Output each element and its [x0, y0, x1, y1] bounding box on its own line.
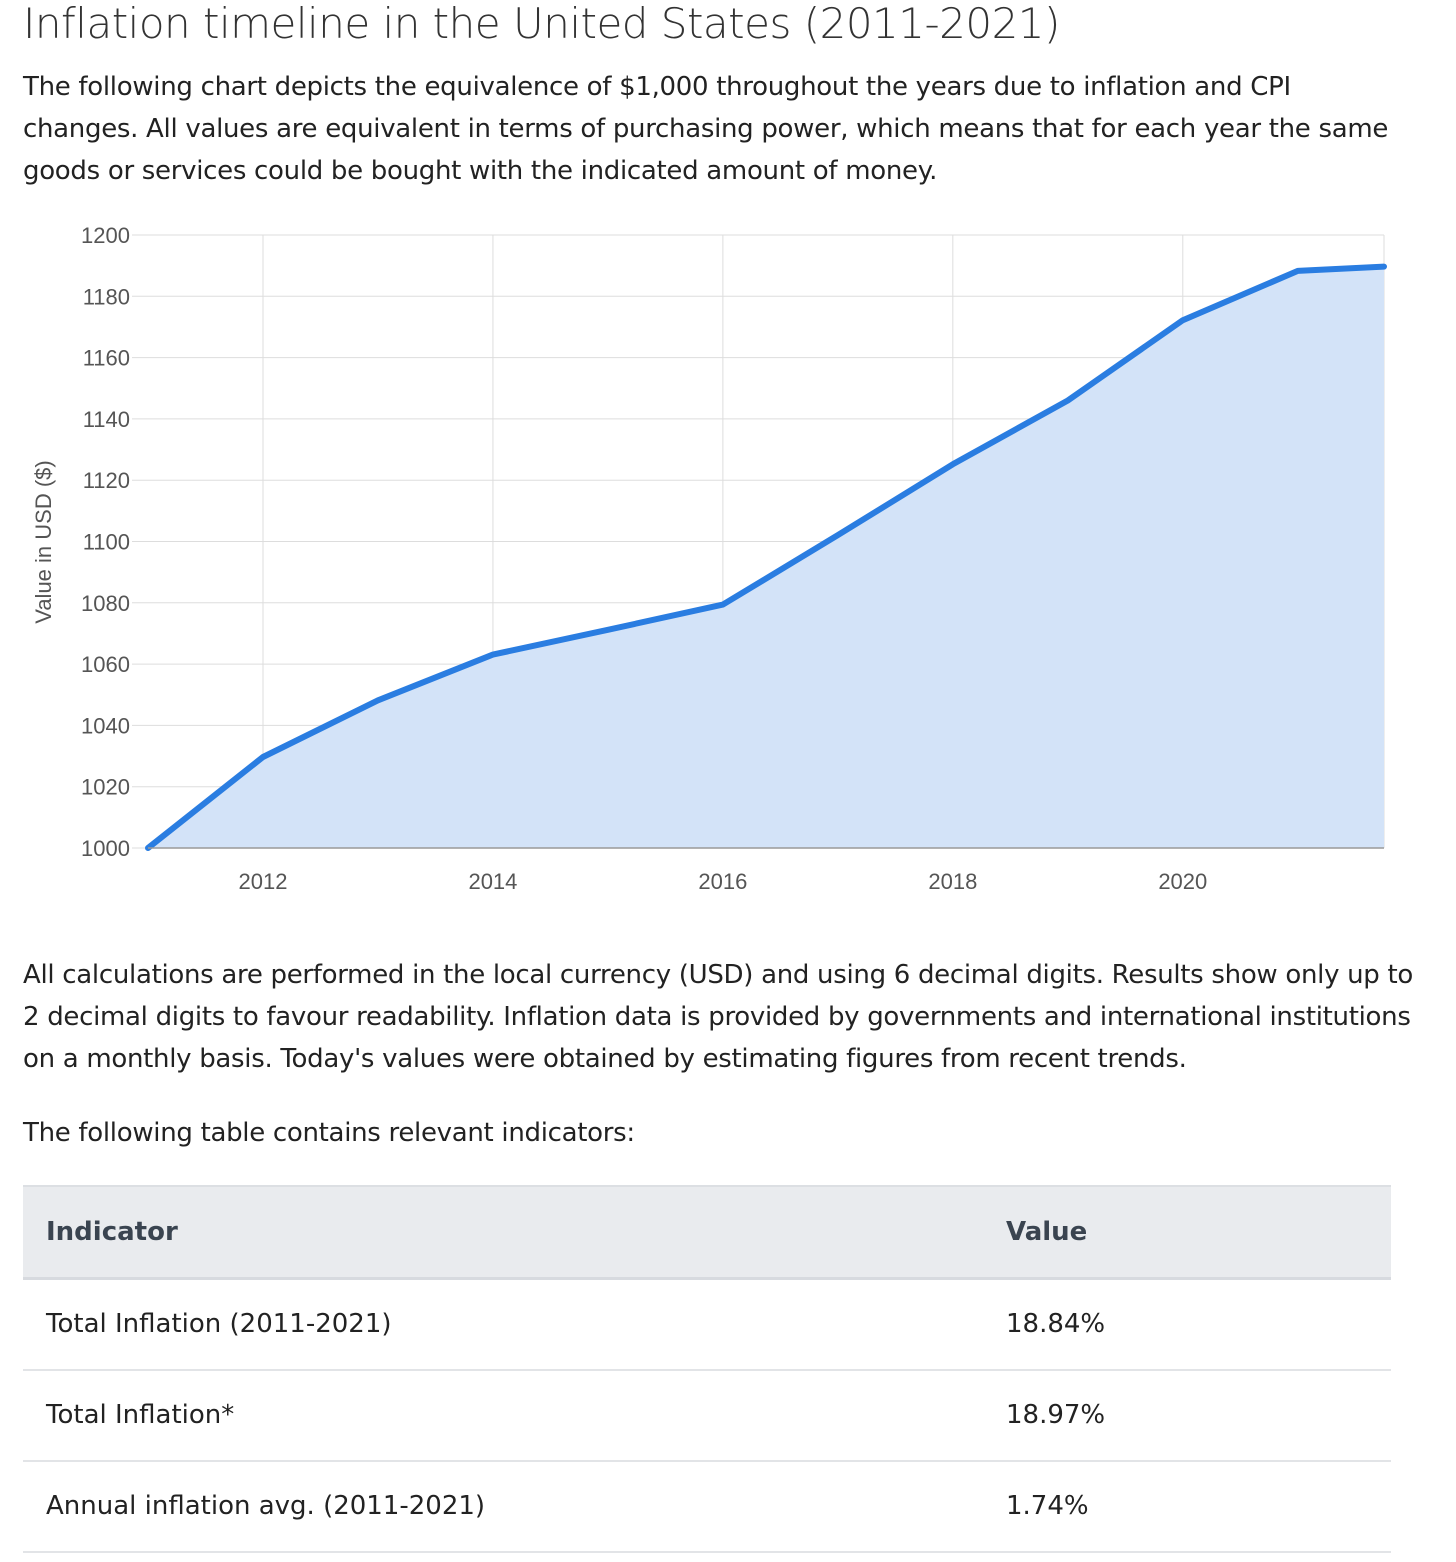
table-row: Annual inflation avg. (2011-2021) 1.74% — [23, 1460, 1391, 1553]
y-tick-label: 1120 — [83, 468, 130, 493]
x-tick-label: 2012 — [239, 869, 288, 894]
y-tick-label: 1020 — [81, 775, 130, 800]
x-tick-label: 2014 — [468, 869, 517, 894]
y-tick-label: 1000 — [81, 836, 130, 861]
value-cell: 18.97% — [983, 1369, 1391, 1462]
header-indicator: Indicator — [46, 1216, 178, 1247]
indicator-cell: Total Inflation (2011-2021) — [23, 1278, 983, 1371]
y-tick-labels: 1000 1020 1040 1060 1080 1100 1120 1140 1160 1180… — [81, 223, 130, 861]
y-tick-label: 1160 — [83, 346, 130, 371]
header-value: Value — [1006, 1216, 1088, 1247]
indicators-table: Indicator Value Total Inflation (2011-20… — [23, 1185, 1391, 1553]
table-row: Total Inflation* 18.97% — [23, 1369, 1391, 1462]
table-header-row: Indicator Value — [23, 1186, 1391, 1278]
y-axis-label: Value in USD ($) — [31, 460, 56, 623]
value-cell: 1.74% — [983, 1460, 1391, 1553]
x-tick-label: 2018 — [928, 869, 977, 894]
value-cell: 18.84% — [983, 1278, 1391, 1371]
inflation-area-chart: 1000 1020 1040 1060 1080 1100 1120 1140 1160 1180… — [0, 200, 1420, 920]
y-tick-label: 1080 — [81, 591, 130, 616]
area-fill — [148, 266, 1384, 849]
indicator-cell: Annual inflation avg. (2011-2021) — [23, 1460, 983, 1553]
x-tick-label: 2020 — [1158, 869, 1207, 894]
calculation-notes: All calculations are performed in the lo… — [23, 960, 1413, 1074]
y-tick-label: 1100 — [83, 530, 130, 555]
intro-paragraph: The following chart depicts the equivale… — [23, 72, 1389, 186]
y-tick-label: 1200 — [81, 223, 130, 248]
chart-svg: 1000 1020 1040 1060 1080 1100 1120 1140 1160 1180… — [31, 223, 1387, 894]
y-tick-label: 1140 — [83, 407, 130, 432]
y-tick-label: 1040 — [81, 713, 130, 738]
table-intro: The following table contains relevant in… — [23, 1118, 635, 1148]
table-row: Total Inflation (2011-2021) 18.84% — [23, 1278, 1391, 1371]
page-title: Inflation timeline in the United States … — [23, 0, 1060, 48]
x-tick-labels: 2012 2014 2016 2018 2020 — [239, 869, 1208, 894]
y-tick-label: 1060 — [81, 652, 130, 677]
series-line — [145, 263, 1387, 851]
y-tick-label: 1180 — [83, 284, 130, 309]
x-tick-label: 2016 — [698, 869, 747, 894]
indicator-cell: Total Inflation* — [23, 1369, 983, 1462]
